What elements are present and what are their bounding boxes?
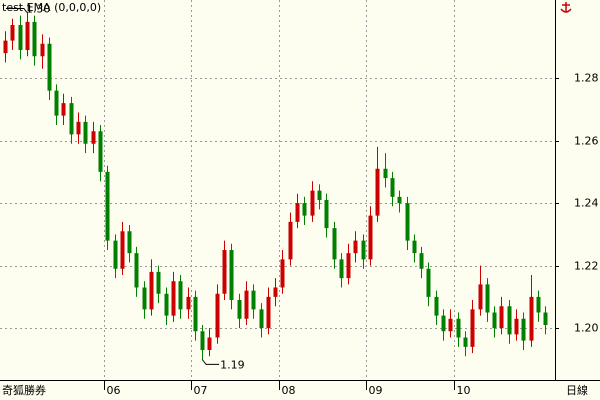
candle-body — [346, 253, 351, 279]
candle-body — [324, 200, 329, 229]
y-tick-label: 1.28 — [574, 72, 599, 85]
candle-body — [25, 21, 30, 50]
candle-body — [353, 240, 358, 254]
annotation-leader — [5, 8, 28, 13]
annotation-leader — [201, 359, 220, 365]
y-tick-label: 1.26 — [574, 135, 599, 148]
candle-body — [507, 306, 512, 335]
candle-body — [434, 296, 439, 316]
candle-body — [54, 90, 59, 116]
candle-body — [456, 318, 461, 338]
candle-body — [521, 318, 526, 341]
candle-body — [288, 221, 293, 260]
candle-body — [332, 228, 337, 260]
candle-body — [178, 281, 183, 310]
high-annotation: 1.30 — [26, 3, 51, 16]
candle-body — [113, 240, 118, 269]
candle-body — [69, 103, 74, 135]
low-annotation: 1.19 — [220, 358, 245, 371]
candle-body — [251, 290, 256, 310]
candle-body — [186, 296, 191, 310]
candle-body — [259, 309, 264, 329]
candle-body — [222, 250, 227, 294]
candle-body — [499, 306, 504, 329]
candle-body — [419, 253, 424, 269]
candle-body — [317, 190, 322, 200]
x-tick-label: 09 — [369, 384, 383, 397]
period-label: 日線 — [566, 383, 588, 397]
candle-body — [120, 231, 125, 269]
candle-body — [18, 25, 23, 50]
candle-body — [229, 250, 234, 300]
candle-body — [514, 318, 519, 335]
candle-body — [426, 268, 431, 297]
candle-body — [127, 231, 132, 254]
candle-body — [164, 293, 169, 316]
x-tick-label: 06 — [107, 384, 121, 397]
candle-body — [32, 21, 37, 57]
candle-body — [478, 284, 483, 310]
candle-body — [405, 203, 410, 241]
candle-body — [134, 253, 139, 288]
candle-body — [280, 259, 285, 288]
y-tick-label: 1.22 — [574, 260, 599, 273]
candle-body — [156, 271, 161, 294]
candle-body — [397, 196, 402, 204]
y-tick-label: 1.24 — [574, 197, 599, 210]
candle-body — [295, 203, 300, 222]
candle-body — [215, 293, 220, 338]
candle-body — [149, 271, 154, 310]
x-tick-label: 10 — [457, 384, 471, 397]
candle-body — [273, 287, 278, 297]
candle-body — [105, 171, 110, 241]
candle-body — [207, 337, 212, 350]
candle-body — [448, 318, 453, 332]
candle-body — [193, 296, 198, 332]
candle-body — [412, 240, 417, 254]
candle-body — [339, 259, 344, 279]
candle-body — [310, 190, 315, 216]
candle-body — [266, 296, 271, 329]
y-tick-label: 1.20 — [574, 322, 599, 335]
candle-body — [492, 312, 497, 329]
candle-body — [98, 131, 103, 172]
x-tick-label: 08 — [282, 384, 296, 397]
x-tick-label: 07 — [194, 384, 208, 397]
candle-body — [543, 312, 548, 325]
candle-body — [441, 315, 446, 332]
candle-body — [529, 296, 534, 341]
candle-body — [10, 25, 15, 41]
candle-body — [40, 43, 45, 57]
candle-body — [47, 43, 52, 91]
chart-title: test EMA (0,0,0,0) — [2, 1, 101, 14]
candle-body — [142, 287, 147, 310]
candle-body — [302, 203, 307, 216]
candle-body — [470, 309, 475, 347]
candle-body — [375, 168, 380, 216]
candle-body — [91, 131, 96, 144]
candle-body — [237, 300, 242, 319]
candle-body — [485, 284, 490, 313]
candle-body — [536, 296, 541, 313]
candle-body — [383, 168, 388, 179]
candle-body — [361, 240, 366, 260]
candle-body — [61, 103, 66, 116]
candle-body — [200, 331, 205, 350]
brand-label: 奇狐勝券 — [2, 383, 46, 397]
candle-body — [76, 121, 81, 135]
anchor-icon[interactable] — [560, 2, 572, 13]
candle-body — [463, 337, 468, 347]
candle-body — [171, 281, 176, 316]
candle-body — [368, 215, 373, 260]
candle-body — [244, 290, 249, 319]
candle-body — [390, 178, 395, 197]
candle-body — [83, 121, 88, 144]
candle-body — [3, 40, 8, 54]
